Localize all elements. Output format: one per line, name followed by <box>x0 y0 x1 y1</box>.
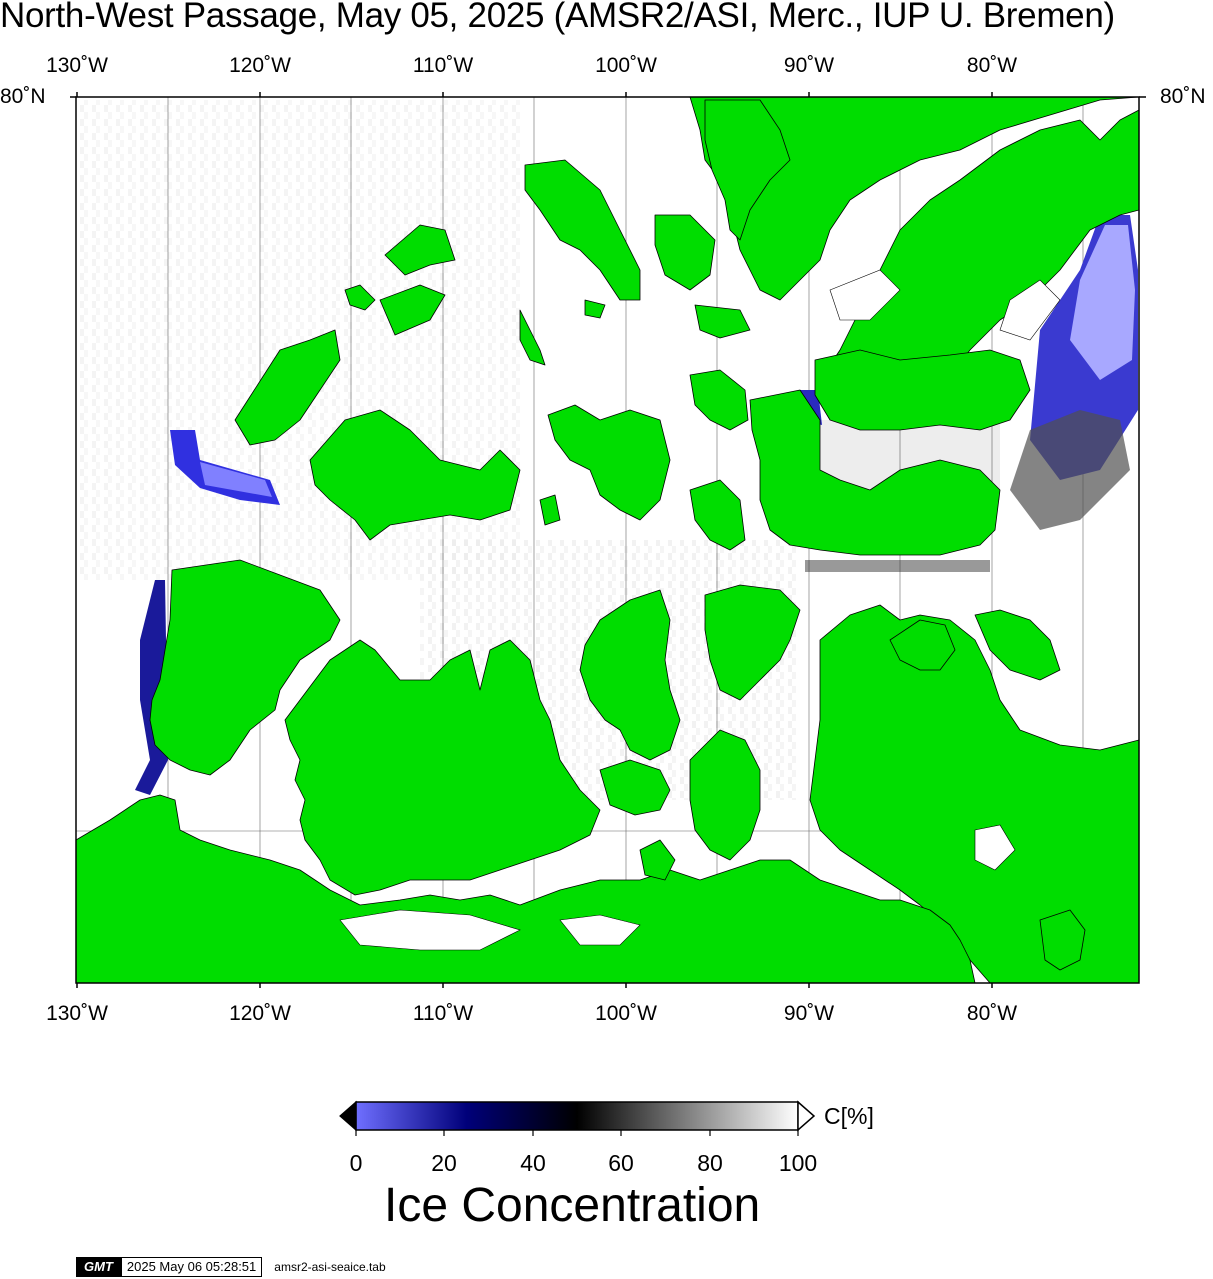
colorbar-tick-label: 100 <box>778 1150 818 1176</box>
prince-of-wales-island <box>579 589 681 761</box>
colorbar-tick-label: 0 <box>349 1150 363 1176</box>
amund-ringnes-island <box>654 214 716 291</box>
lon-label-top: 130˚W <box>46 54 108 77</box>
ellesmere-island <box>689 96 1140 401</box>
map-frame <box>75 96 1140 984</box>
colorbar-tick-label: 60 <box>608 1150 634 1176</box>
king-william-island <box>599 759 671 816</box>
colorbar-tick-label: 40 <box>520 1150 546 1176</box>
colorbar <box>339 1100 816 1136</box>
melville-island-small <box>379 284 446 336</box>
lon-label-top: 120˚W <box>229 54 291 77</box>
devon-island <box>749 389 1001 556</box>
devon-island-north <box>814 349 1031 431</box>
lat-label-left: 80˚N <box>0 85 46 108</box>
colorbar-tick-label: 80 <box>697 1150 723 1176</box>
mainland-canada <box>75 794 976 984</box>
lat-label-right: 80˚N <box>1160 85 1206 108</box>
lon-label-bottom: 100˚W <box>595 1002 657 1025</box>
nares-strait-channel <box>999 279 1061 341</box>
timestamp: 2025 May 06 05:28:51 <box>120 1257 263 1277</box>
small-island-north-2 <box>584 299 606 319</box>
lon-label-top: 80˚W <box>966 54 1018 77</box>
amundsen-flaw-lead-light <box>200 462 272 497</box>
southampton-region <box>1039 909 1086 971</box>
lon-label-top: 100˚W <box>595 54 657 77</box>
bathurst-island <box>547 404 671 521</box>
open-water-baffin-light <box>1070 225 1135 380</box>
colorbar-tick-label: 20 <box>431 1150 457 1176</box>
mainland-inlet-island <box>639 839 676 881</box>
frame-ticks <box>70 92 1146 988</box>
melville-island-north <box>384 224 456 276</box>
map-title: North-West Passage, May 05, 2025 (AMSR2/… <box>0 0 1115 35</box>
lon-label-bottom: 130˚W <box>46 1002 108 1025</box>
baffin-north-peninsula <box>889 619 956 671</box>
coronation-gulf <box>339 909 521 951</box>
colorbar-over-triangle <box>797 1100 816 1132</box>
colorbar-title: Ice Concentration <box>384 1179 761 1232</box>
victoria-island <box>284 639 601 896</box>
queen-maud-gulf <box>559 914 641 946</box>
land <box>75 96 1140 984</box>
lon-label-bottom: 120˚W <box>229 1002 291 1025</box>
jones-sound <box>829 269 901 321</box>
ellef-ringnes-island <box>524 159 641 301</box>
footer: GMT 2025 May 06 05:28:51 amsr2-asi-seaic… <box>76 1257 386 1277</box>
melville-island <box>309 409 521 541</box>
colorbar-unit: C[%] <box>824 1103 874 1129</box>
lon-label-bottom: 90˚W <box>783 1002 835 1025</box>
banks-island <box>149 559 341 776</box>
mackenzie-king-island <box>344 284 376 311</box>
cornwallis-island <box>689 369 749 431</box>
colorbar-under-triangle <box>339 1100 357 1132</box>
axel-heiberg-island <box>704 99 791 241</box>
bylot-island <box>974 609 1061 681</box>
lancaster-lead <box>805 560 990 572</box>
somerset-island <box>704 584 801 701</box>
inlets <box>339 269 1061 951</box>
prince-patrick-island <box>234 329 341 446</box>
cornwall-island <box>694 304 751 339</box>
small-island-north-1 <box>519 309 546 366</box>
lon-label-top: 110˚W <box>412 54 474 77</box>
filename: amsr2-asi-seaice.tab <box>274 1260 386 1274</box>
dark-water-baffin <box>1010 410 1130 530</box>
byam-martin-island <box>539 494 561 526</box>
lon-label-top: 90˚W <box>783 54 835 77</box>
lon-label-bottom: 110˚W <box>412 1002 474 1025</box>
colorbar-ticks <box>355 1130 799 1136</box>
foxe-basin-water <box>974 824 1016 871</box>
gmt-logo: GMT <box>76 1257 121 1277</box>
small-island-center <box>689 479 746 551</box>
lon-label-bottom: 80˚W <box>966 1002 1018 1025</box>
colorbar-gradient <box>355 1101 799 1131</box>
boothia-peninsula <box>689 729 761 861</box>
